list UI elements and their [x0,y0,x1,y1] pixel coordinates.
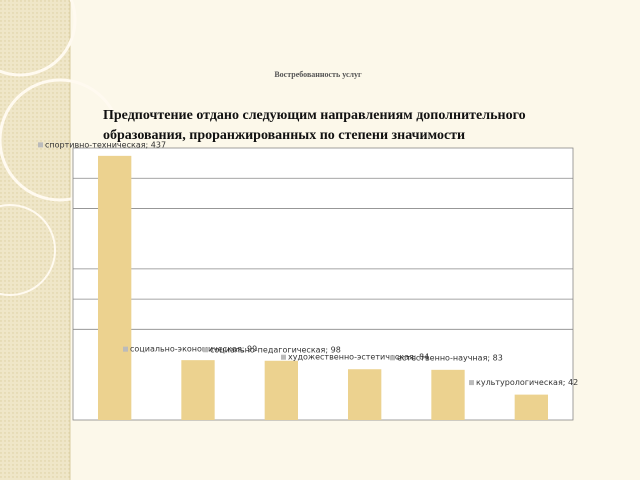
label-key [281,354,286,360]
subtitle: Предпочтение отдано следующим направлени… [103,108,526,123]
bar [431,369,465,420]
data-label: социально-педагогическая; 98 [210,345,341,354]
data-label: естественно-научная; 83 [397,353,503,362]
bar [98,155,132,420]
data-label: социально-экономическая; 99 [130,345,257,354]
label-key [123,346,128,352]
label-key [469,380,474,386]
data-label: культурологическая; 42 [476,378,578,387]
deco-circle [0,0,77,77]
bar [181,360,215,420]
deco-circle [0,78,122,202]
label-key [38,142,43,148]
data-label: художественно-эстетическая; 84 [288,353,429,362]
deco-circle [0,204,56,296]
bar [264,360,298,420]
bar [514,394,548,420]
plot-area [72,147,574,421]
chart-title: Востребованность услуг [274,70,362,79]
data-label: спортивно-техническая; 437 [45,140,166,149]
label-key [390,355,395,361]
label-key [203,347,208,353]
subtitle: образования, проранжированных по степени… [103,128,465,143]
bar [348,369,382,420]
